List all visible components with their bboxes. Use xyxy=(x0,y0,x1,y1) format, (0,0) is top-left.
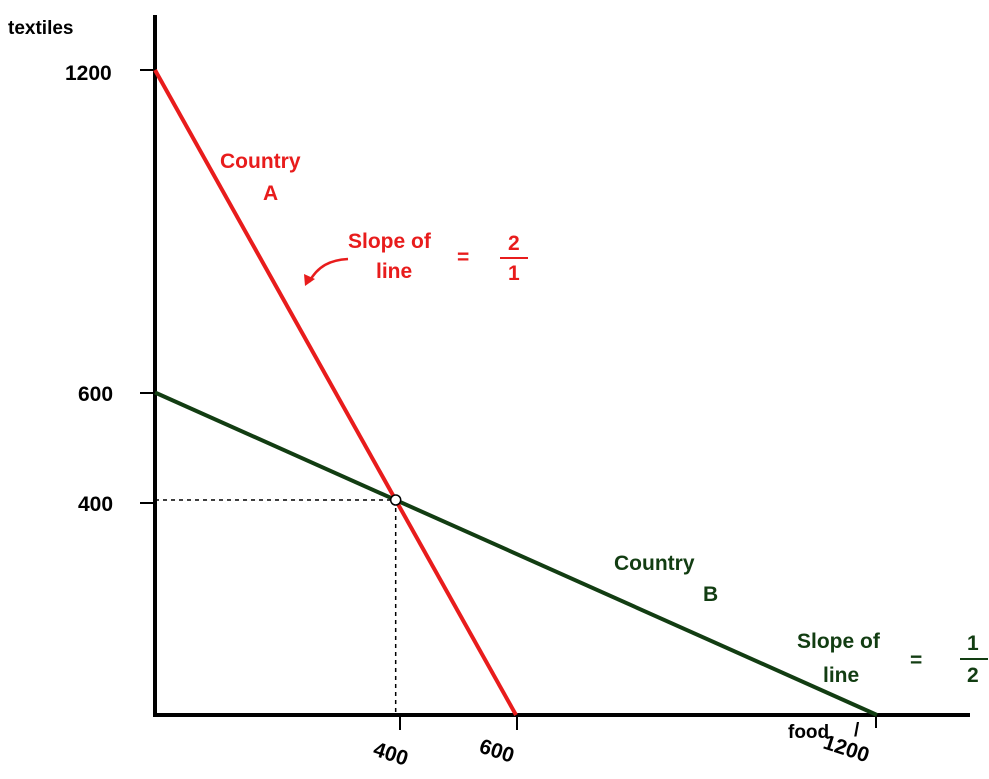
x-tick-label-1200: 1200 xyxy=(820,731,872,767)
slope-a-pointer-arrow xyxy=(307,257,349,283)
slope-a-numerator: 2 xyxy=(508,232,520,255)
slope-a-line2: line xyxy=(376,260,412,283)
slope-a-pointer-arrowhead xyxy=(304,274,315,286)
country-b-label-line2: B xyxy=(703,583,718,606)
slope-a-equals: = xyxy=(457,246,469,269)
series-line-country-a xyxy=(153,69,518,716)
country-a-label-line2: A xyxy=(263,182,278,205)
x-axis-mark: / xyxy=(854,720,860,741)
y-axis-title: textiles xyxy=(8,18,73,39)
series-line-country-b xyxy=(154,390,878,717)
x-axis-title: food xyxy=(788,722,829,743)
intersection-point xyxy=(389,494,402,506)
x-tick-label-600: 600 xyxy=(476,735,516,768)
country-a-label-line1: Country xyxy=(220,150,301,173)
slope-a-denominator: 1 xyxy=(508,262,520,285)
slope-b-equals: = xyxy=(910,649,922,672)
y-tick-label-400: 400 xyxy=(78,493,113,516)
y-tick-label-600: 600 xyxy=(78,383,113,406)
slope-b-line2: line xyxy=(823,664,859,687)
slope-b-line1: Slope of xyxy=(797,630,881,653)
slope-a-line1: Slope of xyxy=(348,230,432,253)
slope-b-denominator: 2 xyxy=(967,664,979,687)
slope-b-numerator: 1 xyxy=(967,632,979,655)
y-tick-label-1200: 1200 xyxy=(65,62,112,85)
country-b-label-line1: Country xyxy=(614,552,695,575)
x-tick-label-400: 400 xyxy=(370,738,410,771)
